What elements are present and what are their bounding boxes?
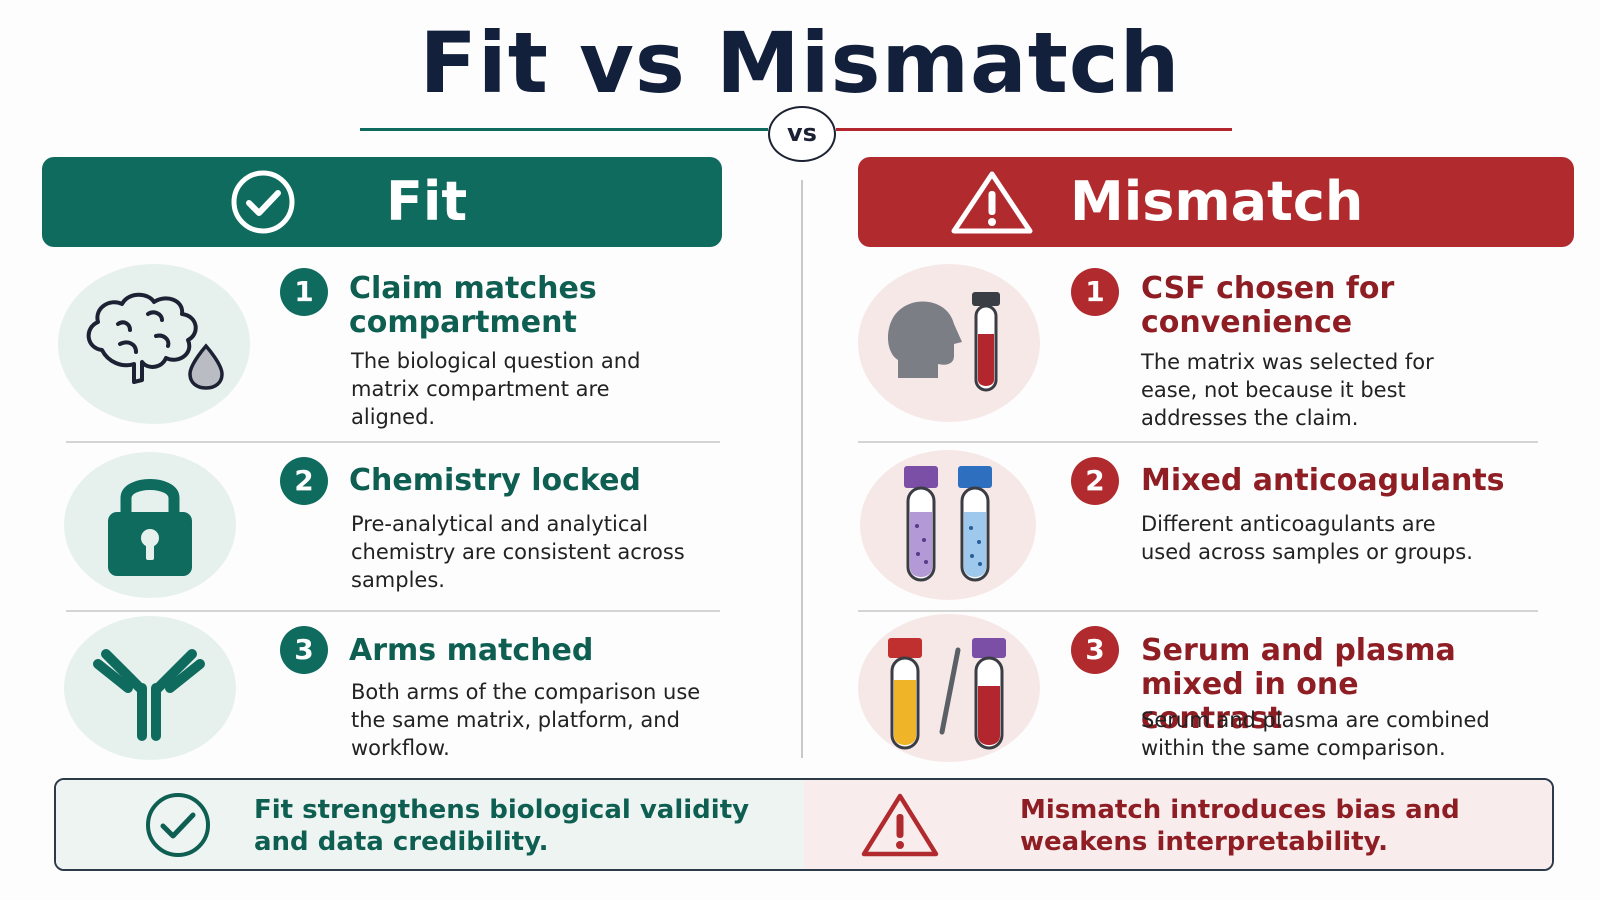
fit-item-3-icon-bg	[64, 616, 236, 760]
page-title: Fit vs Mismatch	[419, 14, 1181, 112]
mismatch-item-3-icon-bg	[858, 614, 1040, 762]
fit-summary-text: Fit strengthens biological validity and …	[254, 795, 750, 857]
head-tube-icon	[887, 292, 1000, 392]
fit-row-separator-2	[66, 610, 720, 612]
mismatch-row-separator-2	[858, 610, 1538, 612]
vs-divider-right	[836, 128, 1232, 131]
check-circle-icon	[146, 793, 210, 857]
warning-triangle-icon	[861, 793, 939, 857]
vs-divider-left	[360, 128, 768, 131]
fit-item-2-description: Pre-analytical and analytical chemistry …	[351, 512, 685, 592]
mismatch-item-3-title: Serum and plasma mixed in one contrast	[1141, 633, 1456, 736]
fit-item-2-icon-bg	[64, 452, 236, 598]
serum-plasma-tubes-icon	[888, 638, 1006, 750]
vs-badge: vs	[768, 106, 836, 162]
mismatch-row-separator-1	[858, 441, 1538, 443]
mismatch-item-3-number: 3	[1071, 626, 1119, 674]
antibody-icon	[93, 649, 205, 741]
mismatch-item-1-description: The matrix was selected for ease, not be…	[1141, 350, 1434, 430]
fit-banner-label: Fit	[386, 170, 468, 233]
mismatch-item-1-number: 1	[1071, 268, 1119, 316]
summary-footer: Fit strengthens biological validity and …	[54, 778, 1554, 871]
mismatch-item-2-description: Different anticoagulants are used across…	[1141, 512, 1473, 564]
brain-droplet-icon	[86, 292, 224, 390]
mismatch-summary-text: Mismatch introduces bias and weakens int…	[1020, 795, 1460, 857]
column-divider	[801, 180, 803, 758]
fit-item-1-title: Claim matches compartment	[349, 271, 597, 340]
mismatch-item-3-description: Serum and plasma are combined within the…	[1141, 708, 1490, 760]
check-circle-icon	[230, 169, 296, 239]
fit-item-3-description: Both arms of the comparison use the same…	[351, 680, 701, 760]
mismatch-item-1-title: CSF chosen for convenience	[1141, 271, 1395, 340]
fit-item-1-icon-bg	[58, 264, 250, 424]
fit-summary: Fit strengthens biological validity and …	[56, 780, 804, 869]
fit-item-2-title: Chemistry locked	[349, 463, 641, 498]
fit-banner: Fit	[42, 157, 722, 247]
two-tubes-icon	[904, 466, 992, 582]
padlock-icon	[108, 479, 192, 576]
mismatch-item-2-number: 2	[1071, 457, 1119, 505]
mismatch-item-1-icon-bg	[858, 264, 1040, 422]
mismatch-summary: Mismatch introduces bias and weakens int…	[804, 780, 1552, 869]
mismatch-item-2-title: Mixed anticoagulants	[1141, 463, 1505, 498]
fit-item-1-number: 1	[280, 268, 328, 316]
fit-item-3-title: Arms matched	[349, 633, 594, 668]
fit-item-2-number: 2	[280, 457, 328, 505]
fit-row-separator-1	[66, 441, 720, 443]
fit-item-1-description: The biological question and matrix compa…	[351, 349, 641, 429]
warning-triangle-icon	[950, 169, 1034, 239]
fit-item-3-number: 3	[280, 626, 328, 674]
mismatch-banner-label: Mismatch	[1070, 170, 1364, 233]
mismatch-banner: Mismatch	[858, 157, 1574, 247]
mismatch-item-2-icon-bg	[860, 450, 1036, 600]
